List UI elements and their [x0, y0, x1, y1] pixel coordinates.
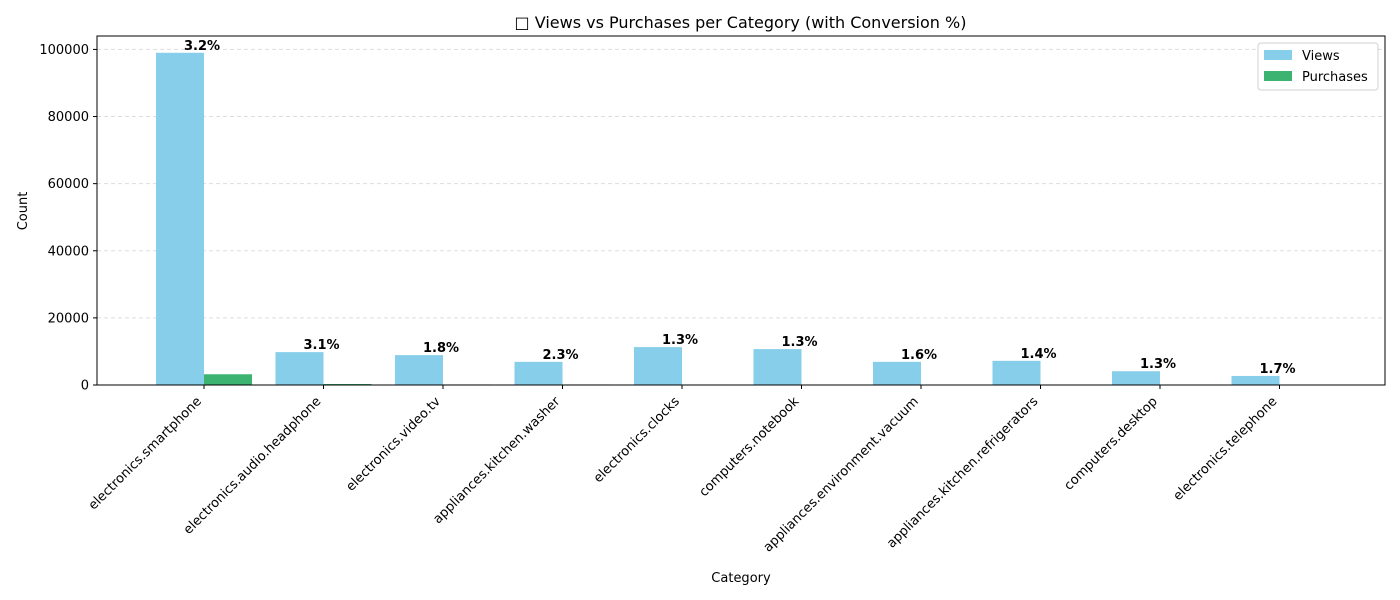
y-tick-label: 60000 [48, 177, 89, 192]
bar-views [1112, 371, 1160, 385]
x-tick-label: computers.desktop [1062, 394, 1161, 493]
legend-label-views: Views [1302, 49, 1340, 64]
bar-views [873, 361, 921, 385]
y-tick-label: 40000 [48, 244, 89, 259]
y-tick-label: 80000 [48, 110, 89, 125]
conversion-label: 1.3% [1140, 357, 1176, 372]
conversion-label: 1.6% [901, 348, 937, 363]
plot-frame [96, 35, 1386, 386]
x-tick-label: appliances.kitchen.washer [430, 394, 563, 527]
x-tick-label: electronics.audio.headphone [181, 394, 324, 537]
legend-swatch-purchases [1264, 71, 1292, 81]
bar-views [156, 52, 204, 386]
conversion-label: 1.4% [1021, 347, 1057, 362]
x-tick-label: electronics.video.tv [343, 394, 444, 495]
bar-purchases [323, 383, 372, 385]
conversion-label: 1.8% [423, 341, 459, 356]
bar-views [753, 349, 802, 385]
y-axis-title: Count [16, 192, 31, 231]
conversion-label: 3.1% [304, 338, 340, 353]
y-tick-label: 100000 [39, 43, 89, 58]
bar-views [1231, 375, 1280, 385]
x-tick-label: electronics.clocks [591, 394, 683, 486]
bar-views [395, 355, 443, 385]
y-tick-label: 0 [81, 379, 89, 394]
legend-label-purchases: Purchases [1302, 70, 1368, 85]
x-tick-label: electronics.telephone [1171, 394, 1281, 504]
y-tick-label: 20000 [48, 311, 89, 326]
gridlines [97, 48, 1385, 319]
bar-purchases [204, 374, 252, 385]
x-tick-label: electronics.smartphone [86, 394, 205, 513]
conversion-label: 1.3% [782, 335, 818, 350]
conversion-label: 1.3% [662, 333, 698, 348]
chart-title: □ Views vs Purchases per Category (with … [515, 13, 967, 32]
y-axis-ticks: 0 20000 40000 60000 80000 100000 [39, 43, 97, 394]
conversion-label: 3.2% [184, 39, 220, 54]
x-axis-ticks: electronics.smartphoneelectronics.audio.… [86, 385, 1281, 555]
bar-views [514, 361, 563, 385]
conversion-label: 2.3% [543, 348, 579, 363]
x-axis-title: Category [711, 571, 771, 586]
bars [156, 52, 1328, 386]
conversion-labels: 3.2% 3.1% 1.8% 2.3% 1.3% 1.3% 1.6% 1.4% 1.3% 1.7% [184, 39, 1296, 377]
bar-views [634, 347, 682, 385]
bar-views [992, 360, 1041, 385]
conversion-label: 1.7% [1260, 362, 1296, 377]
legend: Views Purchases [1257, 42, 1379, 91]
bar-views [275, 352, 324, 385]
x-tick-label: computers.notebook [697, 394, 803, 500]
legend-swatch-views [1264, 50, 1292, 60]
